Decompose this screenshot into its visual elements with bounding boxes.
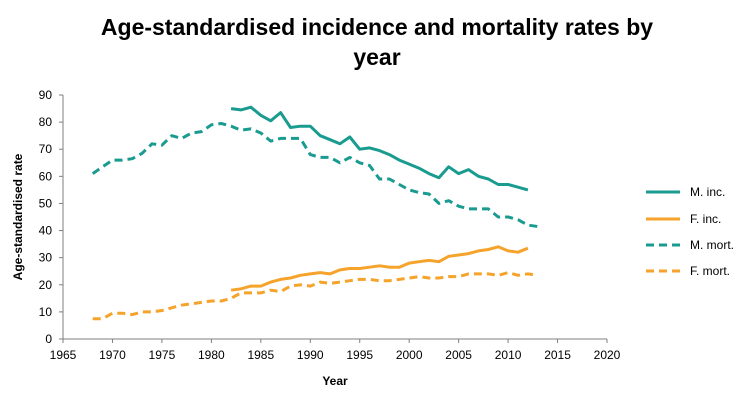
chart-title: Age-standardised incidence and mortality… xyxy=(0,12,754,72)
y-tick-label: 90 xyxy=(39,88,53,102)
chart-title-line-1: Age-standardised incidence and mortality… xyxy=(100,14,654,40)
chart-title-line-2: year xyxy=(353,44,401,70)
x-tick-label: 1980 xyxy=(198,348,225,362)
series-line-1 xyxy=(230,105,529,192)
y-tick-label: 10 xyxy=(39,305,53,319)
x-tick-label: 2010 xyxy=(495,348,522,362)
y-tick-label: 80 xyxy=(39,115,53,129)
x-tick-label: 1970 xyxy=(99,348,126,362)
x-tick-label: 1995 xyxy=(346,348,373,362)
y-tick-label: 40 xyxy=(39,224,53,238)
series-line-3 xyxy=(91,122,539,228)
x-tick-label: 1985 xyxy=(247,348,274,362)
series-line-2 xyxy=(230,245,529,292)
legend: M. inc. F. inc. M. mort. F. mort. xyxy=(646,185,734,278)
x-tick-label: 2020 xyxy=(594,348,621,362)
y-tick-label: 50 xyxy=(39,196,53,210)
x-tick-label: 1990 xyxy=(297,348,324,362)
x-tick-label: 2005 xyxy=(445,348,472,362)
legend-label-3: M. mort. xyxy=(690,238,734,252)
series-line-4 xyxy=(92,271,539,321)
y-tick-label: 70 xyxy=(39,142,53,156)
legend-label-2: F. inc. xyxy=(690,212,721,226)
x-tick-label: 2015 xyxy=(544,348,571,362)
x-axis-title: Year xyxy=(322,374,348,388)
y-tick-label: 0 xyxy=(45,332,52,346)
y-tick-label: 20 xyxy=(39,278,53,292)
x-tick-label: 1975 xyxy=(149,348,176,362)
legend-label-4: F. mort. xyxy=(690,264,730,278)
x-tick-label: 1965 xyxy=(50,348,77,362)
series-layer xyxy=(91,105,539,321)
y-tick-label: 30 xyxy=(39,251,53,265)
y-tick-label: 60 xyxy=(39,169,53,183)
y-axis-title: Age-standardised rate xyxy=(11,153,25,280)
x-tick-label: 2000 xyxy=(396,348,423,362)
axes: 0 10 20 30 40 50 60 70 80 90 1965 1970 1975 1980 1985 1… xyxy=(11,88,621,388)
legend-label-1: M. inc. xyxy=(690,185,725,199)
